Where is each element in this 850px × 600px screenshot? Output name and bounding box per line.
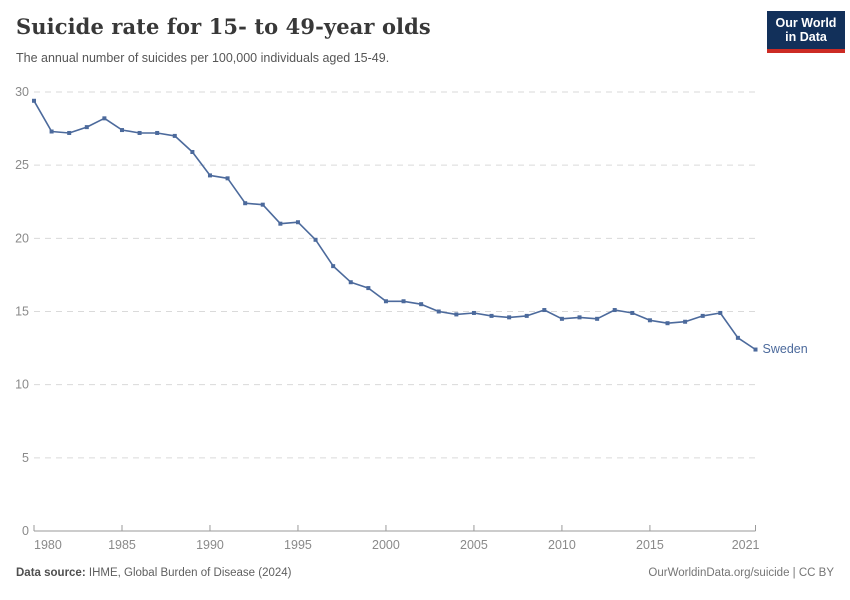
- data-point[interactable]: [507, 315, 512, 320]
- y-axis-tick-label: 10: [15, 378, 29, 392]
- chart-subtitle: The annual number of suicides per 100,00…: [16, 51, 390, 65]
- data-point[interactable]: [190, 149, 195, 154]
- x-axis-tick-label: 2000: [372, 538, 400, 552]
- data-point[interactable]: [577, 315, 582, 320]
- license-credit-link[interactable]: OurWorldinData.org/suicide | CC BY: [648, 567, 834, 579]
- series-end-label[interactable]: Sweden: [762, 341, 808, 356]
- y-axis-tick-label: 15: [15, 305, 29, 319]
- data-point[interactable]: [366, 286, 371, 291]
- y-axis-tick-label: 5: [22, 451, 29, 465]
- data-point[interactable]: [331, 264, 336, 269]
- data-point[interactable]: [612, 308, 617, 313]
- y-axis-tick-label: 30: [15, 85, 29, 99]
- owid-logo-line2: in Data: [785, 30, 827, 44]
- data-point[interactable]: [243, 201, 248, 206]
- data-point[interactable]: [295, 220, 300, 225]
- x-axis-tick-label: 1995: [284, 538, 312, 552]
- chart-footer: Data source: IHME, Global Burden of Dise…: [16, 567, 834, 579]
- x-axis-tick-label: 2015: [636, 538, 664, 552]
- data-source-note: Data source: IHME, Global Burden of Dise…: [16, 567, 292, 579]
- data-point[interactable]: [647, 318, 652, 323]
- data-point[interactable]: [137, 130, 142, 135]
- data-point[interactable]: [207, 173, 212, 178]
- data-point[interactable]: [436, 309, 441, 314]
- owid-logo[interactable]: Our World in Data: [767, 11, 845, 53]
- data-point[interactable]: [119, 128, 124, 133]
- owid-logo-line1: Our World: [775, 16, 837, 30]
- data-point[interactable]: [383, 299, 388, 304]
- data-point[interactable]: [67, 130, 72, 135]
- data-point[interactable]: [630, 310, 635, 315]
- x-axis-tick-label: 2005: [460, 538, 488, 552]
- x-axis-tick-label: 1980: [34, 538, 62, 552]
- data-point[interactable]: [524, 313, 529, 318]
- data-point[interactable]: [419, 302, 424, 307]
- data-point[interactable]: [665, 321, 670, 326]
- data-point[interactable]: [225, 176, 230, 181]
- data-point[interactable]: [102, 116, 107, 121]
- data-point[interactable]: [155, 130, 160, 135]
- chart-title: Suicide rate for 15- to 49-year olds: [16, 14, 431, 39]
- data-point[interactable]: [471, 310, 476, 315]
- data-point[interactable]: [348, 280, 353, 285]
- data-point[interactable]: [683, 319, 688, 324]
- x-axis-tick-label: 2021: [732, 538, 760, 552]
- chart: 0 5 10 15 20 25 30 1980 1985 1990 1995 2000 2005 2010…: [0, 80, 850, 555]
- data-point[interactable]: [559, 316, 564, 321]
- x-axis-tick-label: 1985: [108, 538, 136, 552]
- data-source-text: IHME, Global Burden of Disease (2024): [88, 567, 292, 579]
- series-line[interactable]: [33, 99, 757, 351]
- y-axis-tick-label: 25: [15, 158, 29, 172]
- data-point[interactable]: [735, 335, 740, 340]
- data-source-label: Data source:: [16, 567, 86, 579]
- y-axis-tick-label: 0: [22, 524, 29, 538]
- data-point[interactable]: [700, 313, 705, 318]
- chart-svg: 0 5 10 15 20 25 30 1980 1985 1990 1995 2000 2005 2010…: [15, 85, 760, 552]
- y-axis-tick-label: 20: [15, 231, 29, 245]
- x-axis-tick-label: 2010: [548, 538, 576, 552]
- data-point[interactable]: [454, 312, 459, 317]
- x-axis-tick-label: 1990: [196, 538, 224, 552]
- data-point[interactable]: [753, 347, 758, 352]
- data-point[interactable]: [718, 310, 723, 315]
- data-point[interactable]: [49, 129, 54, 134]
- data-point[interactable]: [172, 133, 177, 138]
- data-point[interactable]: [595, 316, 600, 321]
- data-point[interactable]: [401, 299, 406, 304]
- data-point[interactable]: [542, 308, 547, 313]
- data-point[interactable]: [32, 98, 36, 103]
- data-point[interactable]: [313, 237, 318, 242]
- data-point[interactable]: [84, 125, 89, 130]
- data-point[interactable]: [278, 221, 283, 226]
- data-point[interactable]: [489, 313, 494, 318]
- data-point[interactable]: [260, 202, 265, 207]
